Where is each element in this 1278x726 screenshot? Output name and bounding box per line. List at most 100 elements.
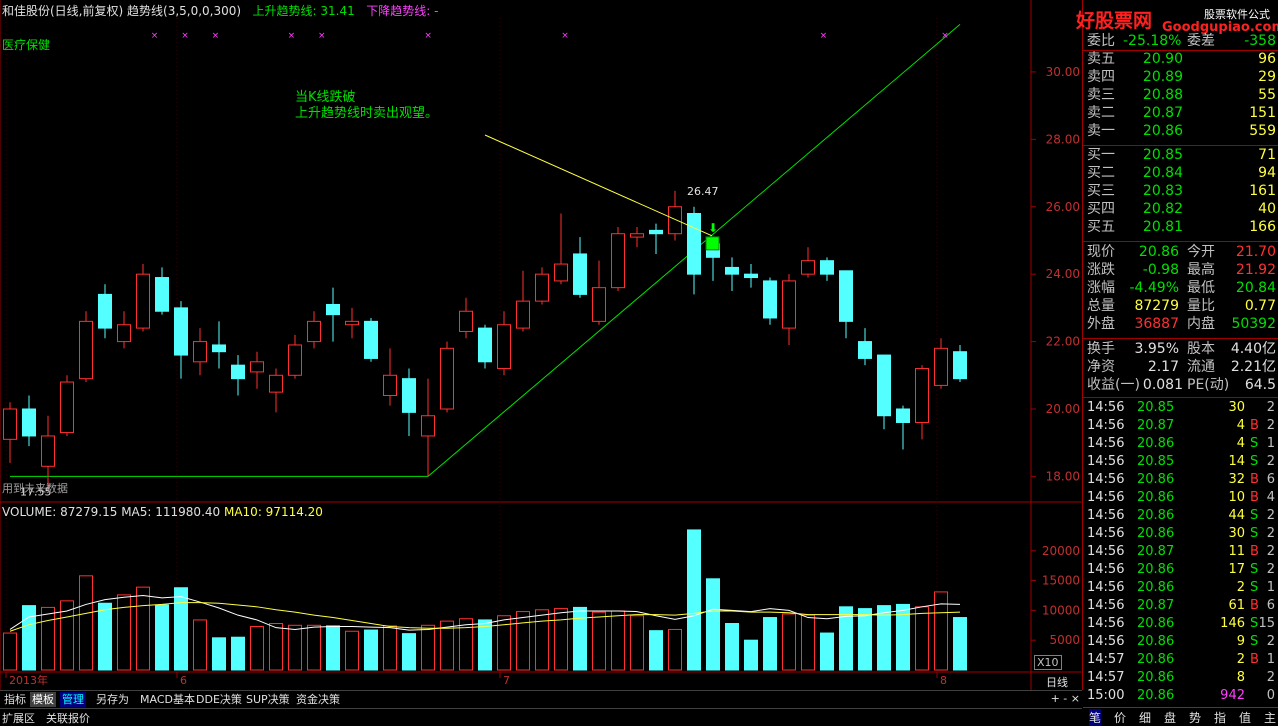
tick-side: S [1250,526,1259,541]
x-tick-label: 7 [503,674,510,687]
tab-sup[interactable]: SUP决策 [246,693,290,706]
tick-time: 14:56 [1087,634,1125,649]
stat-label: 最低 [1187,280,1215,296]
tick-volume: 8 [1236,670,1245,685]
x10-button[interactable]: X10 [1034,655,1062,670]
tick-price: 20.86 [1137,634,1175,649]
volume-header: VOLUME: 87279.15 MA5: 111980.40 MA10: 97… [2,505,323,519]
quote-tab-7[interactable]: 主 [1264,711,1277,725]
quote-tab-2[interactable]: 细 [1139,711,1152,725]
tick-side: B [1250,652,1259,667]
candle-body-down [953,351,967,380]
fundamental-label: 净资 [1087,359,1115,375]
ask-volume: 559 [1249,123,1276,139]
candle-body-down [744,273,758,279]
ask-price: 20.89 [1142,69,1183,85]
quote-tab-3[interactable]: 盘 [1164,711,1177,725]
candle-body-up [535,273,549,302]
tick-row: 14:56 20.86 17 S 2 [1087,561,1277,579]
candlestick-chart[interactable]: 30.00 28.00 26.00 24.00 22.00 20.00 18.00 20000… [0,0,1082,690]
tick-count: 0 [1266,688,1275,703]
tab-fund[interactable]: 资金决策 [296,693,340,706]
chart-area[interactable]: 30.00 28.00 26.00 24.00 22.00 20.00 18.00 20000… [0,0,1083,690]
price-tick-label: 22.00 [1046,335,1080,349]
tick-row: 14:56 20.86 30 S 2 [1087,525,1277,543]
tick-count: 2 [1266,562,1275,577]
tick-row: 14:56 20.85 30 2 [1087,399,1277,417]
stat-value: 21.70 [1235,244,1276,260]
quote-tab-4[interactable]: 势 [1189,711,1202,725]
stock-title: 和佳股份(日线,前复权) [2,4,124,18]
quote-tab-1[interactable]: 价 [1114,711,1127,725]
stat-label: 今开 [1187,244,1215,260]
tab-manage[interactable]: 管理 [60,692,86,707]
signal-marker: × [820,31,828,41]
volume-ma5-line [9,594,961,631]
tab-save-as[interactable]: 另存为 [96,693,129,706]
bid-row: 买三 20.83 161 [1087,182,1276,200]
fundamental-label: PE(动) [1187,377,1230,393]
volume-bar-up [915,606,929,671]
order-ratio-row: 委比 -25.18% 委差 -358 [1087,32,1276,50]
tick-count: 2 [1266,544,1275,559]
tick-time: 14:56 [1087,490,1125,505]
quote-tab-6[interactable]: 值 [1239,711,1252,725]
volume-bar-up [611,610,625,671]
candle-body-up [193,341,207,363]
stat-label: 最高 [1187,262,1215,278]
quote-tab-5[interactable]: 指 [1214,711,1227,725]
ma5-value: MA5: 111980.40 [121,505,221,519]
tick-count: 2 [1266,418,1275,433]
tick-row: 14:57 20.86 8 2 [1087,669,1277,687]
tab-template[interactable]: 模板 [30,692,56,707]
volume-ma10-line [9,602,961,632]
volume-tick-label: 10000 [1042,603,1080,617]
tab-dde[interactable]: DDE决策 [196,693,242,706]
volume-bar-up [934,591,948,671]
tick-time: 14:56 [1087,616,1125,631]
tab-extension-area[interactable]: 扩展区 [2,712,35,725]
candle-body-down [858,341,872,359]
stat-value: 87279 [1134,298,1179,314]
stat-row: 涨幅 -4.49% 最低 20.84 [1087,279,1276,297]
ask-volume: 29 [1258,69,1276,85]
volume-bar-down [231,636,245,671]
tick-side: B [1250,544,1259,559]
candle-body-down [820,260,834,275]
tick-volume: 4 [1236,418,1245,433]
tick-price: 20.87 [1137,544,1175,559]
tick-count: 6 [1266,472,1275,487]
volume-bar-down [858,608,872,671]
period-label[interactable]: 日线 [1046,676,1068,689]
stat-label: 外盘 [1087,316,1115,332]
candle-body-up [915,368,929,423]
volume-bar-down [155,604,169,671]
volume-bar-down [725,623,739,671]
volume-bar-up [79,575,93,671]
candle-body-down [649,229,663,235]
volume-bar-down [687,529,701,671]
tick-time: 14:57 [1087,652,1125,667]
tab-indicator[interactable]: 指标 [4,693,26,706]
candle-body-down [763,280,777,319]
tick-volume: 61 [1228,598,1245,613]
tick-row: 14:56 20.86 4 S 1 [1087,435,1277,453]
bid-price: 20.85 [1142,147,1183,163]
bid-volume: 161 [1249,183,1276,199]
quote-tab-0[interactable]: 笔 [1089,709,1102,726]
quote-panel [1083,0,1278,725]
tab-macd[interactable]: MACD基本 [140,693,195,706]
tab-related-quotes[interactable]: 关联报价 [46,712,90,725]
sell-signal-box [705,236,720,251]
tick-price: 20.86 [1137,688,1175,703]
tick-time: 14:56 [1087,436,1125,451]
stat-value: -0.98 [1142,262,1179,278]
stat-row: 总量 87279 量比 0.77 [1087,297,1276,315]
down-trend-value: 下降趋势线: - [366,4,439,18]
volume-bar-up [3,632,17,671]
tick-row: 14:56 20.86 146 S 15 [1087,615,1277,633]
toolbar-window-controls[interactable]: + - × [1050,692,1080,705]
diff-label: 委差 [1187,33,1215,49]
tick-row: 14:56 20.86 44 S 2 [1087,507,1277,525]
logo-sub-text: Goodgupiao.com [1162,20,1278,35]
